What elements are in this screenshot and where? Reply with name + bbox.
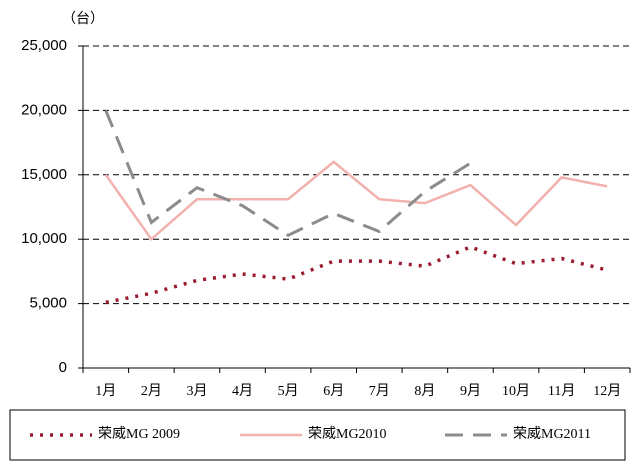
x-tick-label: 6月 [323, 383, 344, 399]
x-tick-label: 2月 [141, 383, 162, 399]
y-tick-label: 10,000 [21, 230, 67, 247]
x-tick-label: 10月 [502, 383, 530, 399]
series-line [104, 160, 608, 242]
y-tick-label: 15,000 [21, 166, 67, 183]
series-line [105, 245, 608, 305]
y-tick-label: 0 [59, 359, 67, 376]
x-tick-label: 12月 [593, 383, 621, 399]
x-tick-label: 11月 [548, 383, 575, 399]
y-tick-label: 25,000 [21, 37, 67, 54]
legend-label: 荣威MG2010 [308, 426, 387, 442]
series-line [104, 109, 472, 238]
x-tick-label: 4月 [232, 383, 253, 399]
x-tick-label: 1月 [95, 383, 116, 399]
y-unit: （台） [62, 11, 104, 27]
y-tick-label: 20,000 [21, 101, 67, 118]
x-tick-label: 8月 [414, 383, 435, 399]
x-tick-label: 3月 [186, 383, 207, 399]
legend-label: 荣威MG 2009 [98, 426, 180, 442]
x-tick-label: 5月 [278, 383, 299, 399]
y-tick-label: 5,000 [29, 295, 67, 312]
legend-label: 荣威MG2011 [513, 426, 591, 442]
x-tick-label: 9月 [460, 383, 481, 399]
legend-box [9, 409, 626, 461]
x-tick-label: 7月 [369, 383, 390, 399]
